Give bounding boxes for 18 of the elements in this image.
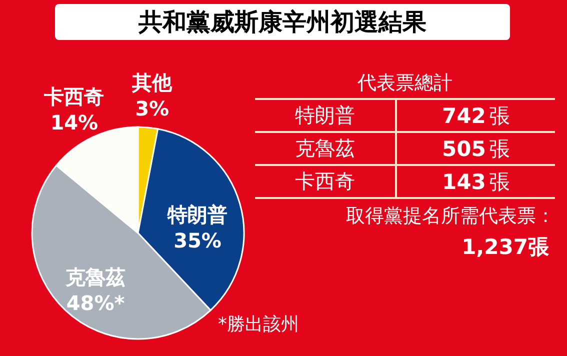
slice-label: 其他 [131,70,174,95]
data-label: 14% [50,110,98,134]
data-label: 143張 [442,170,510,194]
slice-label: 卡西奇 [43,84,104,108]
data-label: 505張 [442,136,510,160]
chart-title: 共和黨威斯康辛州初選結果 [55,4,510,40]
text: 1,237張 [460,234,550,261]
text: 代表票總計 [356,71,454,96]
text: *勝出該州 [218,313,299,336]
data-label: 48%* [66,291,126,316]
slice-label: 特朗普 [166,202,228,227]
data-label: 3% [135,96,170,121]
category-label: 特朗普 [255,99,396,132]
data-label: 35% [174,228,222,253]
category-label: 克魯茲 [255,132,396,165]
slice-label: 克魯茲 [64,265,126,290]
category-label: 卡西奇 [255,165,396,198]
text: 取得黨提名所需代表票： [345,204,555,229]
